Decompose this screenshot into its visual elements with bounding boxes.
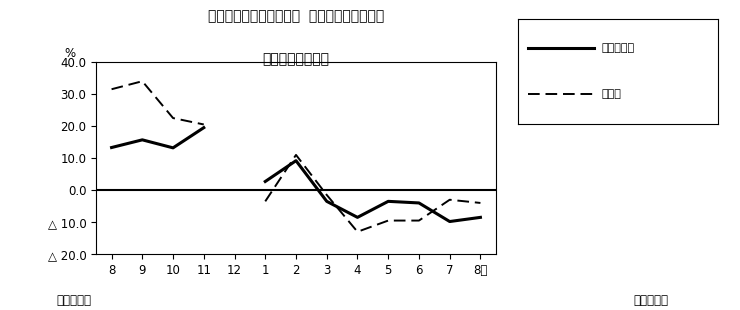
Text: 平成２２年: 平成２２年 [56,294,92,307]
Text: 製造業: 製造業 [602,90,622,100]
Text: %: % [64,47,75,60]
Text: 平成２３年: 平成２３年 [633,294,669,307]
Text: 第２図　所定外労働時間  対前年同月比の推移: 第２図 所定外労働時間 対前年同月比の推移 [208,9,384,23]
Text: （規模５人以上）: （規模５人以上） [263,53,329,67]
Text: 調査産業計: 調査産業計 [602,43,635,53]
